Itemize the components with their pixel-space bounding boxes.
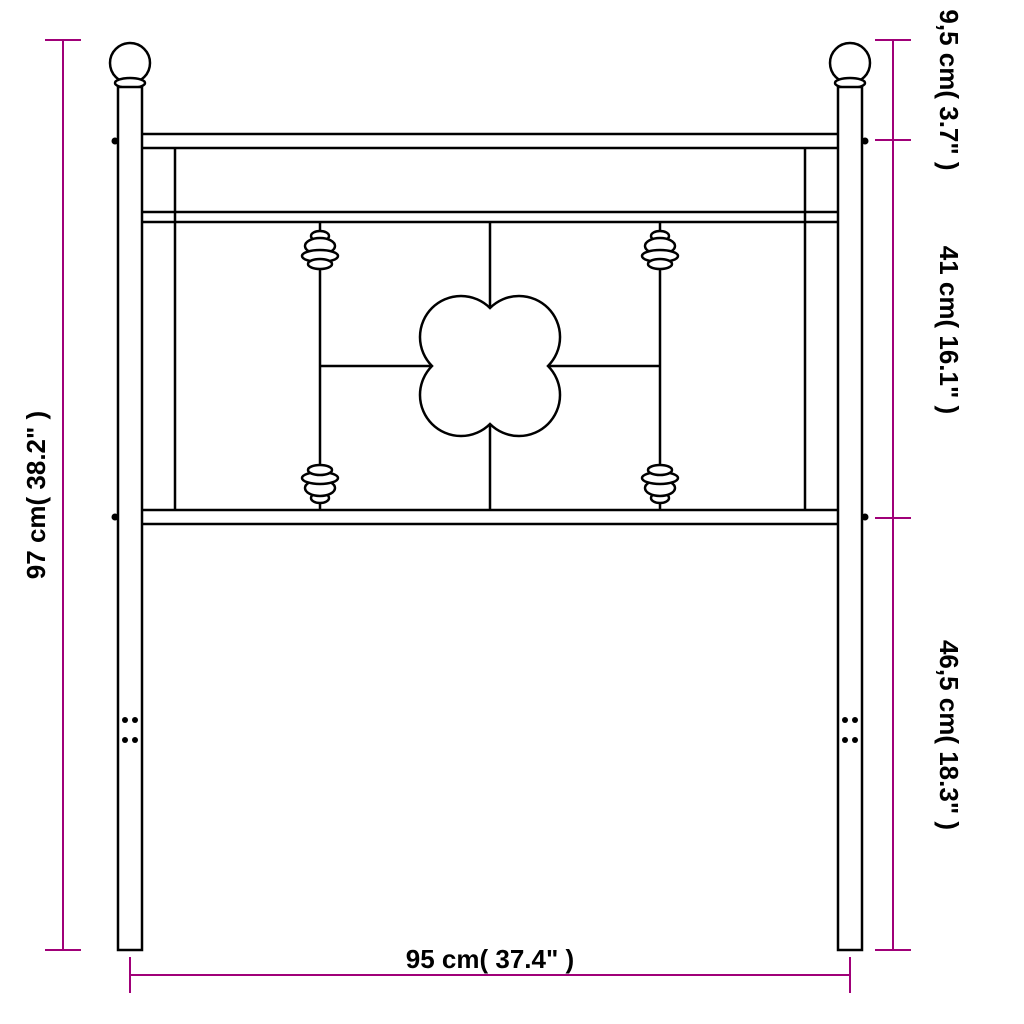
dim-tip [875, 40, 911, 140]
dim-panel [875, 140, 911, 518]
dim-height-total-label: 97 cm( 38.2" ) [21, 411, 51, 579]
dim-tip-label: 9,5 cm( 3.7" ) [934, 9, 964, 170]
dim-width-label: 95 cm( 37.4" ) [406, 944, 574, 974]
dim-leg-label: 46,5 cm( 18.3" ) [934, 640, 964, 830]
dim-panel-label: 41 cm( 16.1" ) [934, 246, 964, 414]
dim-leg [875, 518, 911, 950]
